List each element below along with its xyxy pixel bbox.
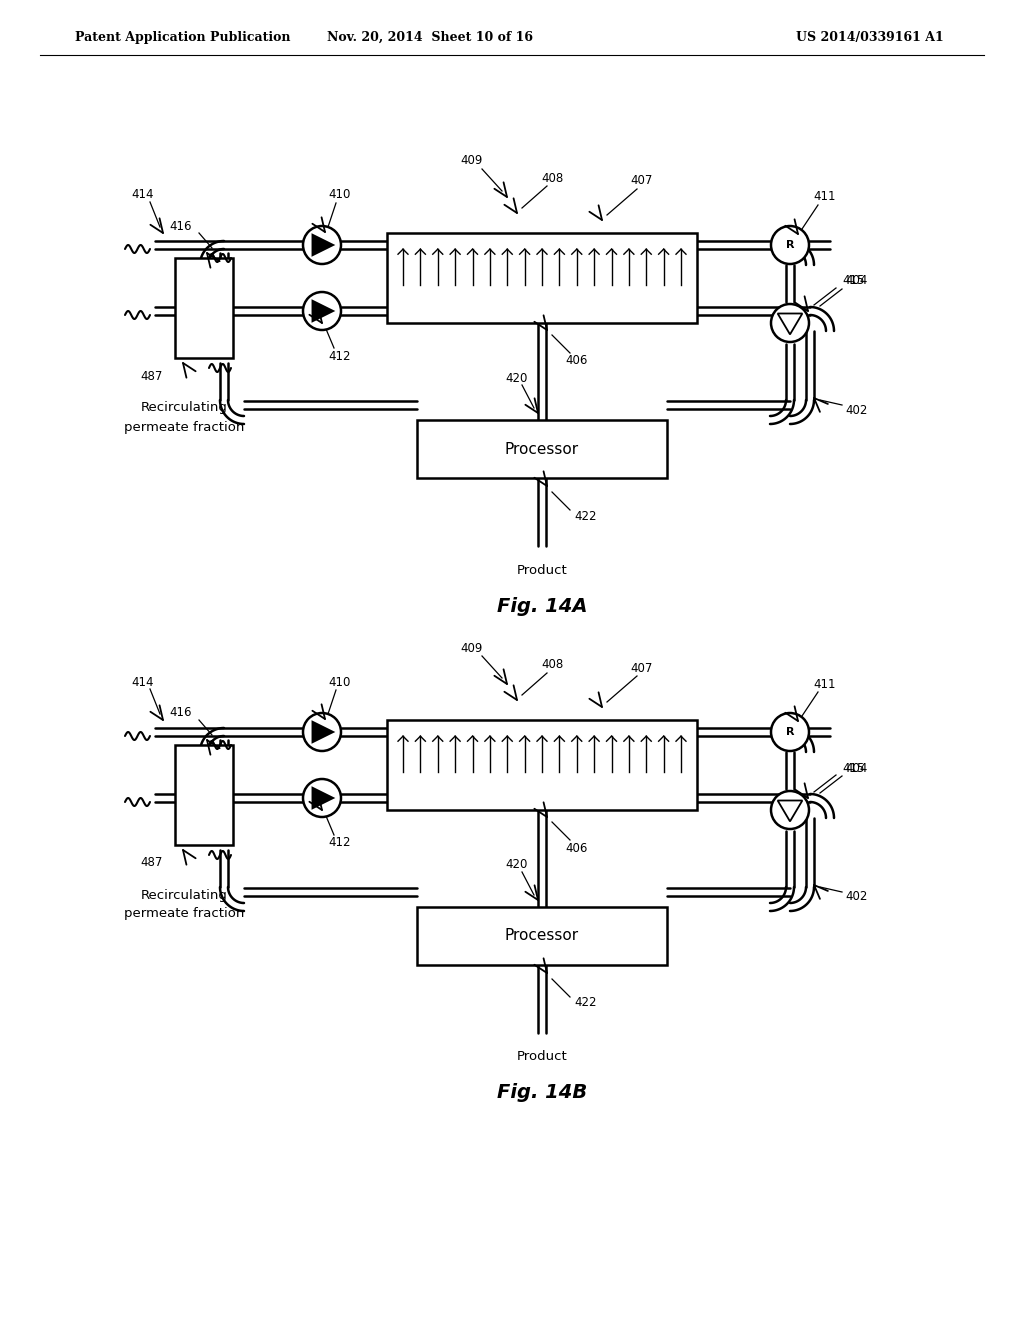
Bar: [175, 744, 233, 845]
Text: US 2014/0339161 A1: US 2014/0339161 A1: [796, 30, 944, 44]
Text: 416: 416: [170, 219, 193, 232]
Text: 420: 420: [506, 858, 528, 871]
Text: 408: 408: [541, 659, 563, 672]
Text: 414: 414: [132, 189, 155, 202]
Text: 487: 487: [140, 370, 163, 383]
Bar: [417, 907, 667, 965]
Text: 487: 487: [140, 857, 163, 870]
Polygon shape: [311, 234, 335, 257]
Text: permeate fraction: permeate fraction: [124, 421, 244, 433]
Text: 415: 415: [842, 275, 864, 288]
Circle shape: [303, 713, 341, 751]
Polygon shape: [311, 787, 335, 809]
Text: 406: 406: [566, 355, 588, 367]
Text: Processor: Processor: [505, 928, 579, 944]
Polygon shape: [311, 721, 335, 743]
Text: Product: Product: [517, 1051, 567, 1064]
Polygon shape: [311, 300, 335, 323]
Text: 407: 407: [631, 661, 653, 675]
Text: Recirculating: Recirculating: [140, 888, 227, 902]
Text: Patent Application Publication: Patent Application Publication: [75, 30, 291, 44]
Text: R: R: [785, 727, 795, 737]
Text: 408: 408: [541, 172, 563, 185]
Bar: [417, 420, 667, 478]
Text: 422: 422: [574, 510, 597, 523]
Text: 411: 411: [814, 677, 837, 690]
Text: Product: Product: [517, 564, 567, 577]
Text: 416: 416: [170, 706, 193, 719]
Text: permeate fraction: permeate fraction: [124, 908, 244, 920]
Text: 412: 412: [329, 350, 351, 363]
Circle shape: [771, 791, 809, 829]
Text: 422: 422: [574, 997, 597, 1010]
Text: 410: 410: [329, 676, 351, 689]
Text: 415: 415: [842, 762, 864, 775]
Bar: [387, 719, 697, 810]
Text: 407: 407: [631, 174, 653, 187]
Circle shape: [303, 779, 341, 817]
Bar: [175, 257, 233, 358]
Text: 412: 412: [329, 837, 351, 850]
Text: Fig. 14A: Fig. 14A: [497, 597, 587, 615]
Text: Processor: Processor: [505, 441, 579, 457]
Text: R: R: [785, 240, 795, 249]
Text: 414: 414: [132, 676, 155, 689]
Text: 402: 402: [845, 404, 867, 417]
Text: Nov. 20, 2014  Sheet 10 of 16: Nov. 20, 2014 Sheet 10 of 16: [327, 30, 534, 44]
Circle shape: [303, 292, 341, 330]
Circle shape: [771, 304, 809, 342]
Text: 420: 420: [506, 371, 528, 384]
Circle shape: [771, 713, 809, 751]
Text: 404: 404: [845, 762, 867, 775]
Circle shape: [303, 226, 341, 264]
Text: Fig. 14B: Fig. 14B: [497, 1084, 587, 1102]
Text: Recirculating: Recirculating: [140, 401, 227, 414]
Bar: [387, 234, 697, 323]
Text: 411: 411: [814, 190, 837, 203]
Text: 409: 409: [461, 154, 483, 168]
Text: 402: 402: [845, 891, 867, 903]
Circle shape: [771, 226, 809, 264]
Text: 404: 404: [845, 275, 867, 288]
Text: 410: 410: [329, 189, 351, 202]
Text: 406: 406: [566, 842, 588, 854]
Text: 409: 409: [461, 642, 483, 655]
